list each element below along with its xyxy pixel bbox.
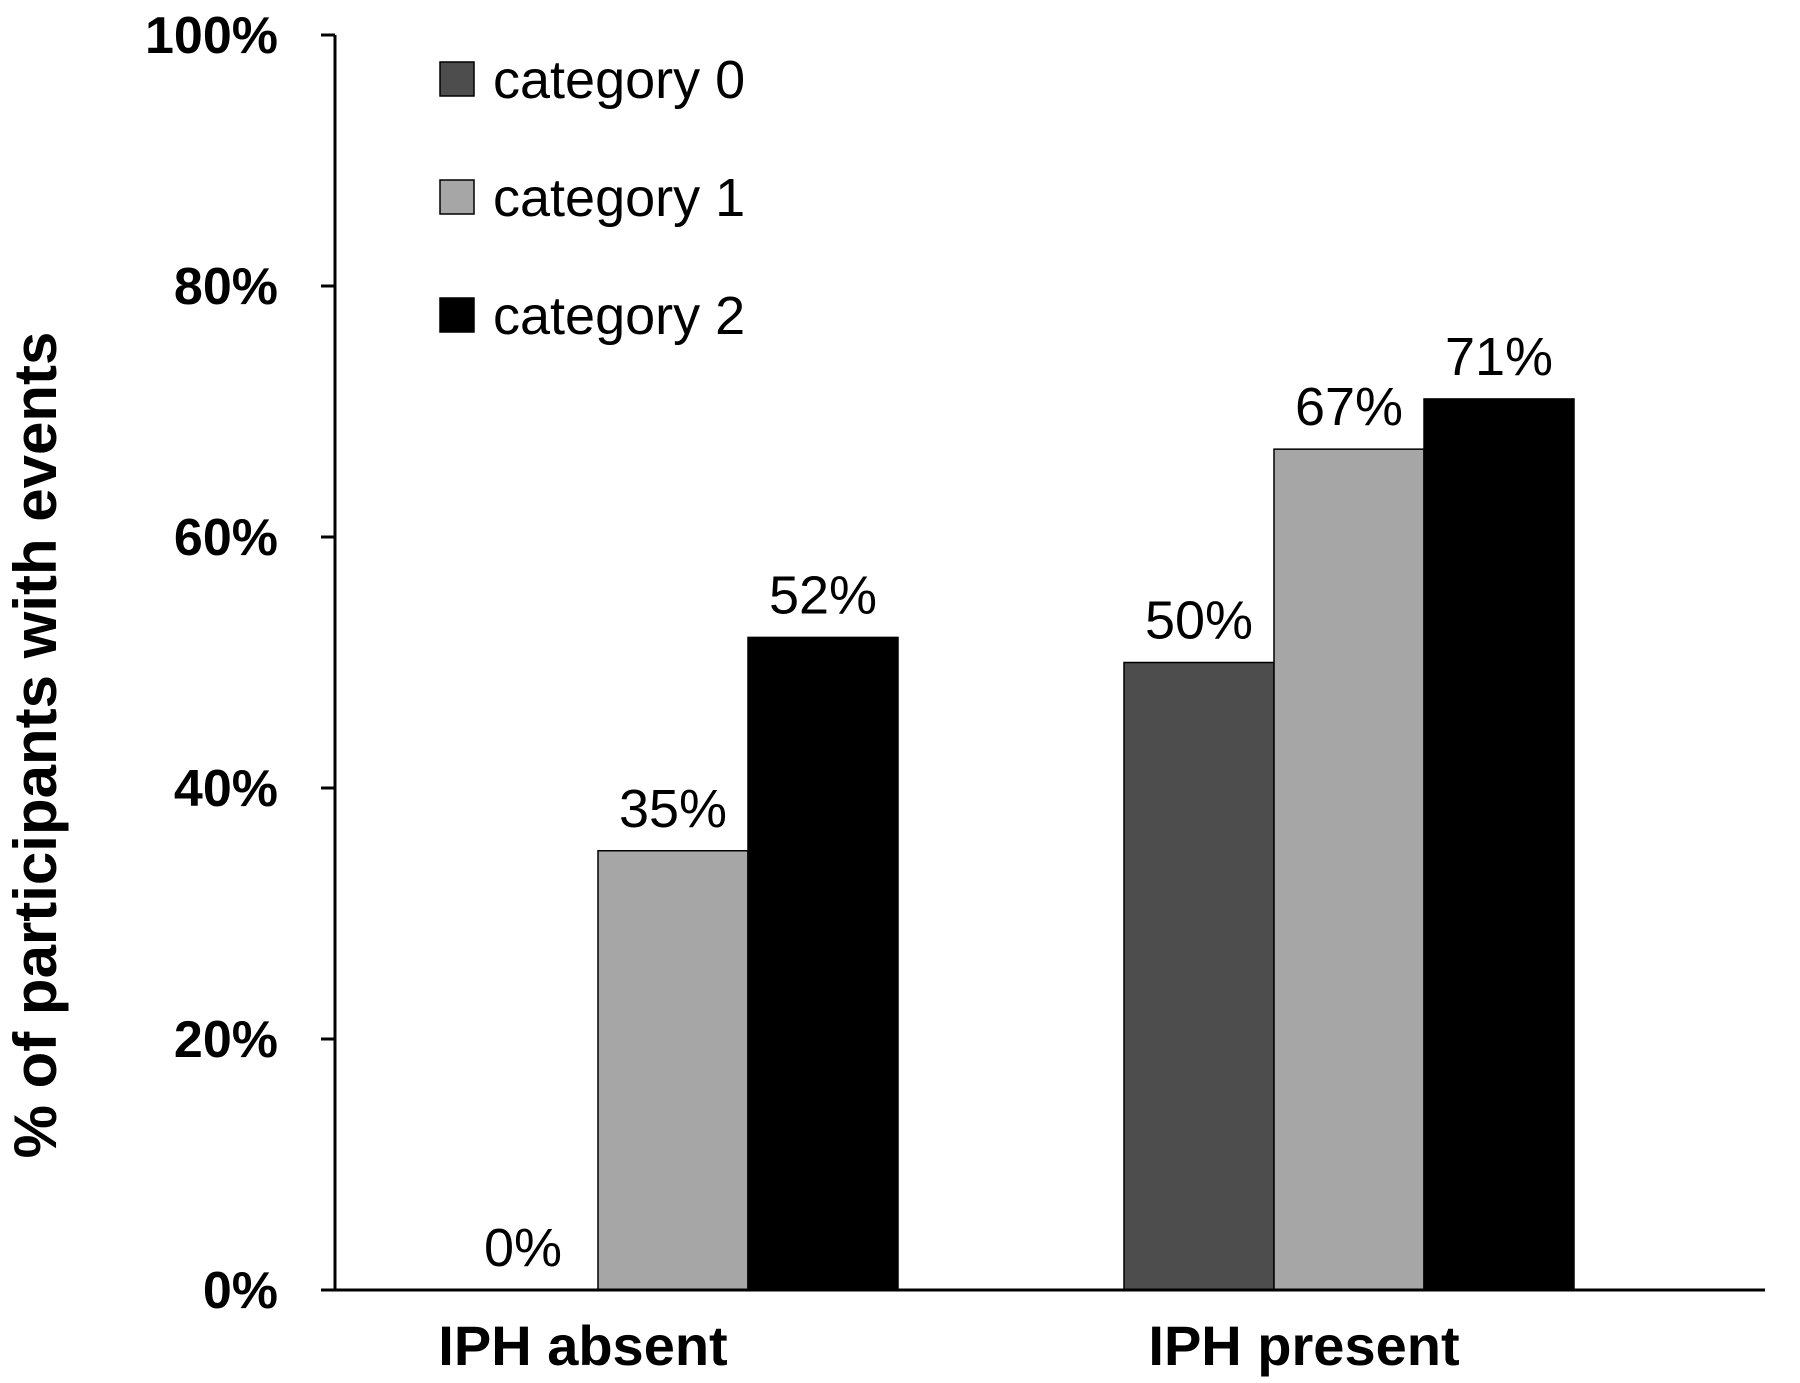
legend-swatch [439, 61, 475, 97]
y-tick-label: 80% [174, 258, 278, 316]
y-tick-label: 60% [174, 509, 278, 567]
data-label: 71% [1445, 327, 1553, 387]
legend-label: category 2 [493, 286, 745, 346]
data-label: 0% [484, 1218, 562, 1278]
axes [333, 35, 1765, 1292]
bar-category-1-iph-present [1273, 448, 1425, 1291]
legend-label: category 1 [493, 168, 745, 228]
y-tick-label: 20% [174, 1011, 278, 1069]
y-tick-label: 0% [203, 1262, 278, 1320]
y-axis-ticks: 0% 20% 40% 60% 80% 100% [145, 7, 335, 1320]
x-category-label: IPH present [1148, 1314, 1459, 1377]
y-axis-title: % of participants with events [2, 332, 69, 1159]
x-axis-labels: IPH absent IPH present [438, 1314, 1459, 1377]
legend-swatch [439, 179, 475, 215]
y-axis-title-group: % of participants with events [2, 332, 69, 1159]
data-label: 52% [769, 565, 877, 625]
data-label: 67% [1295, 377, 1403, 437]
bar-category-2-iph-present [1423, 398, 1575, 1291]
bar-category-1-iph-absent [597, 850, 749, 1291]
y-tick-label: 100% [145, 7, 278, 65]
legend-swatch [439, 297, 475, 333]
y-tick-label: 40% [174, 760, 278, 818]
x-category-label: IPH absent [438, 1314, 727, 1377]
data-label: 50% [1145, 591, 1253, 651]
bars [597, 398, 1575, 1291]
data-label: 35% [619, 779, 727, 839]
legend-label: category 0 [493, 50, 745, 110]
bar-category-0-iph-present [1123, 661, 1275, 1291]
legend: category 0 category 1 category 2 [439, 50, 745, 346]
data-labels: 0% 35% 52% 50% 67% 71% [484, 327, 1553, 1278]
bar-category-2-iph-absent [747, 636, 899, 1291]
